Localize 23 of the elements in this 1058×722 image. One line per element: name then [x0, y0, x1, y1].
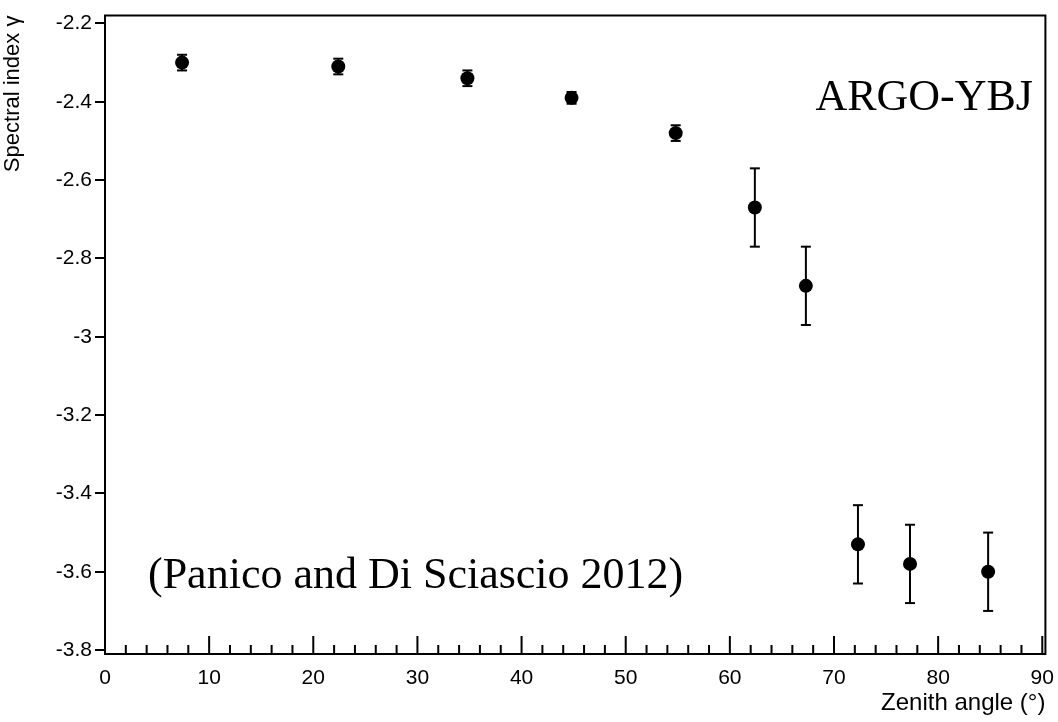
y-tick-label: -3: [73, 323, 92, 347]
x-tick-label: 60: [718, 665, 742, 689]
y-tick-label: -2.4: [55, 88, 93, 112]
x-tick-label: 70: [822, 665, 846, 689]
y-tick-label: -3.6: [55, 558, 92, 582]
y-tick-label: -2.8: [55, 245, 92, 269]
x-tick-label: 10: [197, 665, 221, 689]
annotation: (Panico and Di Sciascio 2012): [148, 548, 684, 599]
x-tick-label: 20: [301, 665, 325, 689]
x-tick-label: 40: [509, 665, 534, 689]
x-tick-label: 30: [405, 665, 430, 689]
y-tick-label: -3.4: [55, 480, 93, 504]
x-tick-label: 80: [926, 665, 950, 689]
y-tick-label: -2.2: [55, 10, 92, 34]
x-axis-title: Zenith angle (°): [881, 688, 1046, 716]
annotation: ARGO-YBJ: [815, 70, 1033, 121]
x-tick-label: 90: [1030, 665, 1054, 689]
x-tick-label: 0: [99, 665, 111, 689]
y-axis-title: Spectral index γ: [0, 15, 25, 173]
y-tick-label: -3.8: [55, 636, 92, 660]
x-tick-label: 50: [614, 665, 638, 689]
y-tick-label: -2.6: [55, 166, 92, 190]
y-tick-label: -3.2: [55, 401, 92, 425]
